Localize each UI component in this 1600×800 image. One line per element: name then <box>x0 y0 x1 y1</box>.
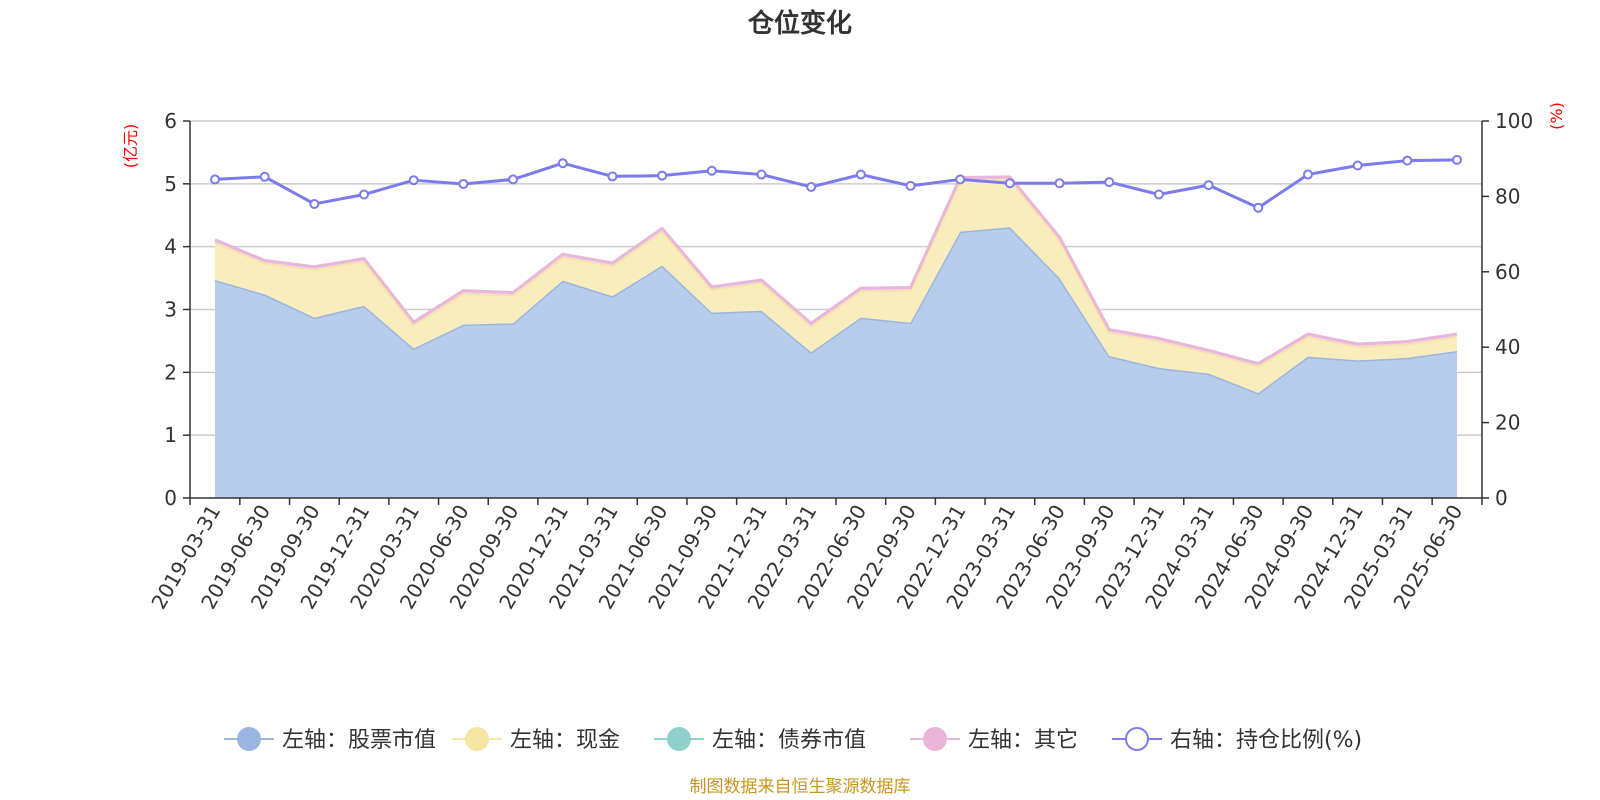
left-axis-tick-label: 0 <box>164 486 177 510</box>
legend-label: 左轴：现金 <box>510 728 620 753</box>
ratio-point <box>408 175 419 186</box>
ratio-point <box>1203 180 1214 191</box>
left-axis-tick-label: 1 <box>164 423 177 447</box>
ratio-point <box>1104 177 1115 188</box>
ratio-point <box>259 171 270 182</box>
ratio-point <box>1153 189 1164 200</box>
legend-label: 左轴：债券市值 <box>712 728 866 753</box>
ratio-point <box>1004 178 1015 189</box>
legend-marker <box>237 727 261 751</box>
ratio-point <box>955 174 966 185</box>
ratio-point <box>1302 169 1313 180</box>
legend-item-0: 左轴：股票市值 <box>224 727 436 753</box>
ratio-point <box>458 178 469 189</box>
ratio-point <box>359 189 370 200</box>
ratio-point <box>657 170 668 181</box>
chart-title: 仓位变化 <box>747 8 852 39</box>
ratio-point <box>1054 178 1065 189</box>
ratio-point <box>905 180 916 191</box>
left-axis-tick-label: 2 <box>164 360 177 384</box>
left-axis-tick-label: 3 <box>164 298 177 322</box>
right-axis-tick-label: 40 <box>1495 335 1520 359</box>
legend-marker <box>1125 727 1149 751</box>
ratio-line-layer <box>210 154 1462 213</box>
ratio-point <box>1452 154 1462 165</box>
data-source-note: 制图数据来自恒生聚源数据库 <box>690 777 911 797</box>
left-axis-tick-label: 5 <box>164 172 177 196</box>
legend-marker <box>667 727 691 751</box>
ratio-point <box>557 158 568 169</box>
legend-label: 左轴：其它 <box>968 728 1078 753</box>
legend-item-4: 右轴：持仓比例(%) <box>1112 727 1362 753</box>
ratio-point <box>1402 155 1413 166</box>
area-series-layer <box>214 175 1458 498</box>
area-series-line-3 <box>214 175 1458 366</box>
legend-item-2: 左轴：债券市值 <box>654 727 866 753</box>
legend-label: 左轴：股票市值 <box>282 728 436 753</box>
legend-label: 右轴：持仓比例(%) <box>1170 728 1362 753</box>
left-axis-tick-label: 6 <box>164 109 177 133</box>
area-series-0 <box>215 227 1457 498</box>
legend-marker <box>465 727 489 751</box>
right-axis-tick-label: 0 <box>1495 486 1508 510</box>
right-axis-tick-label: 60 <box>1495 260 1520 284</box>
ratio-point <box>756 169 767 180</box>
ratio-point <box>1352 160 1363 171</box>
left-axis-unit: (亿元) <box>121 124 140 169</box>
left-axis-tick-label: 4 <box>164 235 177 259</box>
ratio-point <box>706 165 717 176</box>
ratio-point <box>806 181 817 192</box>
ratio-line <box>214 158 1458 210</box>
legend-marker <box>923 727 947 751</box>
ratio-point <box>508 174 519 185</box>
right-axis-tick-label: 20 <box>1495 411 1520 435</box>
legend: 左轴：股票市值 左轴：现金 左轴：债券市值 左轴：其它 右轴：持仓比例(%) <box>224 727 1362 753</box>
ratio-point <box>1253 202 1264 213</box>
right-axis-unit: (%) <box>1547 102 1566 130</box>
ratio-point <box>210 174 220 185</box>
legend-item-1: 左轴：现金 <box>452 727 620 753</box>
right-axis-tick-label: 100 <box>1495 109 1533 133</box>
right-axis-tick-label: 80 <box>1495 184 1520 208</box>
ratio-point <box>855 169 866 180</box>
ratio-point <box>309 198 320 209</box>
ratio-point <box>607 171 618 182</box>
legend-item-3: 左轴：其它 <box>910 727 1078 753</box>
